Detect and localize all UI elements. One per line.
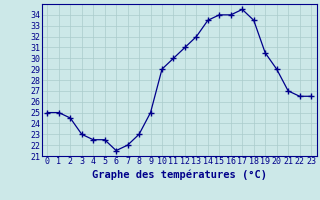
X-axis label: Graphe des températures (°C): Graphe des températures (°C) <box>92 169 267 180</box>
